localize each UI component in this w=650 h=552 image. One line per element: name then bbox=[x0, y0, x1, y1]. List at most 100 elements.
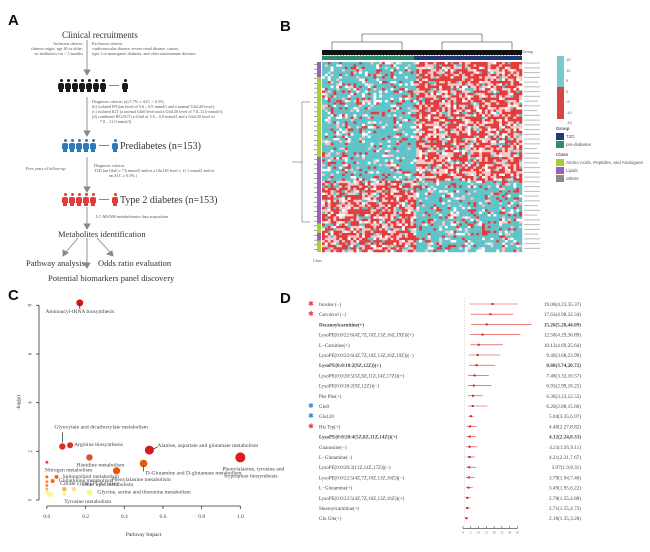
panel-label-d: D bbox=[280, 290, 291, 307]
legend-item: Amino Acids, Peptides, and Analogues bbox=[556, 159, 643, 167]
metabolite-label: L−Glutamine(−) bbox=[319, 456, 352, 461]
pathway-analysis-step: Pathway analysis bbox=[26, 258, 85, 268]
y-tick-label: 4 bbox=[29, 401, 34, 404]
odds-ratio-value: 7.48(3.33,16.57) bbox=[546, 372, 581, 379]
odds-ratio-point bbox=[468, 425, 471, 428]
odds-ratio-point bbox=[471, 394, 474, 397]
blue-star-icon: ✱ bbox=[308, 402, 314, 410]
t2d-label: Type 2 diabetes (n=153) bbox=[120, 195, 218, 206]
metabolite-label: Inosine (−) bbox=[319, 303, 341, 308]
person-icon bbox=[112, 193, 118, 206]
odds-ratio-point bbox=[468, 466, 471, 469]
odds-ratio-point bbox=[491, 303, 494, 305]
point-label: tryptophan biosynthesis bbox=[224, 473, 277, 479]
exclusion-line: cardiovascular disease, severe renal dis… bbox=[92, 46, 179, 51]
legend-swatch bbox=[556, 141, 564, 149]
odds-ratio-value: 6.36(3.23,12.53) bbox=[546, 393, 581, 400]
pathway-point bbox=[45, 483, 49, 487]
metabolite-label: LysoPE(0:0/22:6(4Z,7Z,10Z,13Z,16Z,19Z))(… bbox=[319, 354, 414, 359]
odds-ratio-value: 2.71(1.55,4.73) bbox=[549, 505, 581, 512]
pathway-point bbox=[45, 460, 49, 464]
y-tick-label: 2 bbox=[29, 450, 34, 453]
odds-ratio-value: 3.49(1.95,6.22) bbox=[549, 485, 581, 492]
group-annotation-label: Group bbox=[522, 49, 534, 54]
pathway-point bbox=[45, 487, 49, 491]
forest-plot-svg: ✱ Inosine (−) 19.00(4.23,35.37) ✱ Carvacrol … bbox=[308, 298, 581, 534]
odds-ratio-value: 19.00(4.23,35.37) bbox=[544, 301, 581, 308]
group-legend: T2D pre-diabetes bbox=[556, 133, 643, 149]
odds-ratio-point bbox=[477, 343, 480, 346]
colorscale-tick: 10 bbox=[566, 67, 571, 73]
pathway-point bbox=[50, 479, 55, 484]
exclusion-criteria: Exclusion criteria: cardiovascular disea… bbox=[92, 41, 262, 56]
point-label: Glutathione metabolism bbox=[59, 478, 114, 484]
x-tick-label: 10 bbox=[477, 530, 481, 534]
acquisition-label: LC-MS/MS metabolomics data acquisition bbox=[96, 214, 168, 219]
metabolite-label: L−Glutamine(+) bbox=[319, 487, 352, 492]
odds-ratio-point bbox=[466, 496, 469, 499]
pathway-point bbox=[62, 491, 67, 496]
colorscale-tick: -15 bbox=[566, 120, 572, 125]
exclusion-line: Exclusion criteria: bbox=[92, 41, 123, 46]
pathway-point bbox=[76, 299, 84, 307]
legend-swatch bbox=[556, 133, 564, 141]
colorscale-ticks: 15 10 5 0 -5 -10 -15 bbox=[566, 55, 572, 129]
healthy-population-icon bbox=[58, 79, 129, 92]
point-label: Glycine, serine and threonine metabolism bbox=[97, 490, 191, 496]
inclusion-criteria: Inclusion criteria: chinese origin, age … bbox=[8, 41, 83, 56]
criteria-line: (d) combined IFG/IGT (a Glu0 of 5.6 – 6.… bbox=[92, 114, 215, 119]
point-label: Alanine, aspartate and glutamate metabol… bbox=[157, 443, 258, 449]
criteria-line: 7.8 – 11.0 mmol/l) bbox=[100, 119, 132, 124]
criteria-line: (b) isolated IFG(an level of 5.6 – 6.9 m… bbox=[92, 104, 215, 109]
legend-item: T2D bbox=[556, 133, 643, 141]
point-label: Citrate cycle (TCA cycle) bbox=[60, 480, 118, 487]
odds-ratio-step: Odds ratio evaluation bbox=[98, 258, 172, 268]
point-label: Phenylalanine, tyrosine and bbox=[222, 466, 284, 472]
metabolite-label: LysoPE(0:0/20:5(5Z,8Z,11Z,14Z,17Z))(+) bbox=[319, 374, 404, 379]
legend-swatch bbox=[556, 175, 564, 183]
pathway-point bbox=[144, 445, 154, 455]
person-icon bbox=[83, 193, 89, 206]
person-icon bbox=[90, 139, 96, 152]
odds-ratio-value: 4.21(2.31,7.67) bbox=[549, 454, 581, 461]
metabolite-label: Glu Gln(+) bbox=[319, 517, 342, 522]
odds-ratio-value: 4.48(2.27,8.82) bbox=[549, 423, 581, 430]
class-bar-segment bbox=[317, 233, 321, 241]
class-bar-segment bbox=[317, 157, 321, 224]
person-icon bbox=[72, 79, 78, 92]
odds-ratio-value: 8.80(3.74,20.72) bbox=[546, 362, 581, 369]
colorscale-tick: 5 bbox=[566, 78, 569, 83]
inclusion-line: no antibiotics for > 3 months bbox=[34, 51, 83, 56]
legend-label: Lipids bbox=[566, 168, 578, 173]
legend-item: pre-diabetes bbox=[556, 141, 643, 149]
leader-lines bbox=[61, 302, 158, 472]
dendrogram-leaves bbox=[322, 50, 522, 55]
identification-step: Metabolites identification bbox=[58, 229, 146, 239]
odds-ratio-value: 3.79(1.94,7.40) bbox=[549, 474, 581, 481]
x-tick-label: 0.6 bbox=[160, 514, 167, 520]
arrow-head bbox=[83, 223, 91, 230]
point-label: Aminoacyl-tRNA biosynthesis bbox=[45, 309, 114, 315]
odds-ratio-point bbox=[471, 405, 474, 407]
pathway-point bbox=[48, 492, 54, 498]
person-icon bbox=[112, 139, 118, 152]
x-tick-label: 0.8 bbox=[198, 514, 205, 520]
y-tick-label: 0 bbox=[29, 498, 34, 501]
metabolite-label: LysoPE(0:0/20:3(11Z,14Z,17Z))(−) bbox=[319, 466, 391, 471]
legend-swatch bbox=[556, 167, 564, 175]
t2d-population-icon bbox=[62, 193, 119, 206]
class-bar-segment bbox=[317, 77, 321, 157]
panel-label-a: A bbox=[8, 12, 19, 29]
criteria-line: (c) isolated IGT (a normal Glu0 level an… bbox=[92, 109, 224, 114]
odds-ratio-point bbox=[473, 374, 476, 377]
heatmap bbox=[292, 33, 540, 253]
person-icon bbox=[86, 79, 92, 92]
person-icon bbox=[76, 193, 82, 206]
person-icon bbox=[69, 139, 75, 152]
metabolite-label: LysoPE(0:0/18:2(9Z,12Z))(+) bbox=[319, 364, 381, 369]
metabolite-label: Glu120 bbox=[319, 415, 335, 420]
x-tick-label: 0.4 bbox=[121, 514, 128, 520]
red-star-icon: ✱ bbox=[308, 310, 314, 318]
metabolite-label: LysoPE(0:0/22:5(4Z,7Z,10Z,13Z,16Z))(+) bbox=[319, 497, 405, 502]
legend-item: others bbox=[556, 175, 643, 183]
